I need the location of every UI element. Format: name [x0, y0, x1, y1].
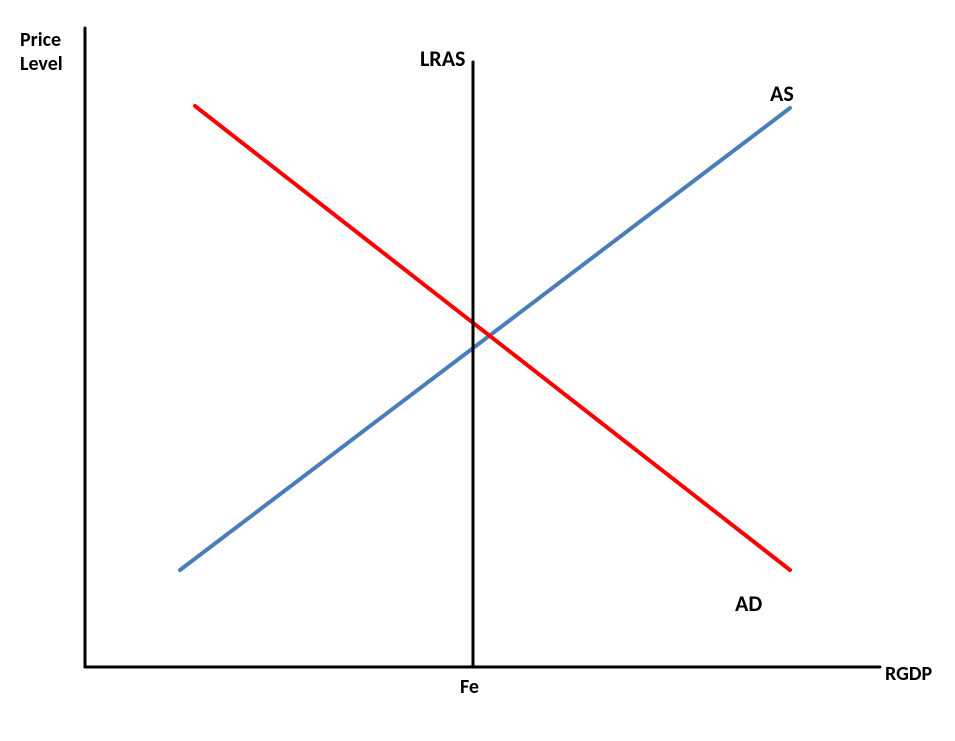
y-axis-label-1: Price: [20, 28, 61, 52]
y-axis-label-2: Level: [20, 52, 63, 76]
asad-chart: { "chart": { "type": "line-diagram", "wi…: [0, 0, 955, 741]
chart-svg: [0, 0, 955, 741]
lras-label: LRAS: [420, 45, 465, 72]
ad-label: AD: [735, 590, 762, 617]
fe-label: Fe: [460, 675, 479, 699]
as-label: AS: [770, 80, 794, 107]
x-axis-label: RGDP: [885, 662, 932, 686]
